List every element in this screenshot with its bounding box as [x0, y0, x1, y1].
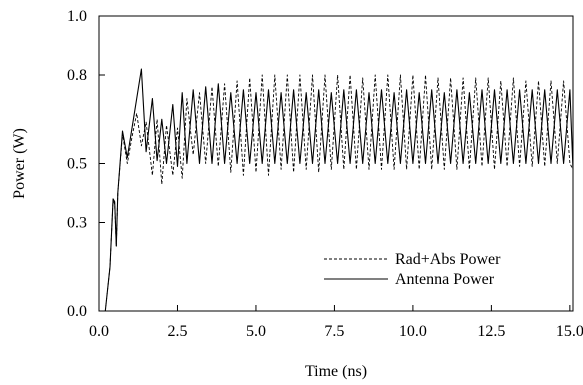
x-tick-label-12-5: 12.5 [477, 323, 505, 340]
plot-frame [98, 15, 574, 312]
y-tick-label-0-5: 0.5 [67, 156, 87, 173]
y-axis-title: Power (W) [11, 128, 28, 199]
x-tick-label-7-5: 7.5 [324, 323, 344, 340]
x-tick-label-15-0: 15.0 [556, 323, 583, 340]
series-line-rad-abs-power [104, 74, 574, 312]
legend-label-antenna-power: Antenna Power [395, 271, 495, 288]
x-tick-label-5-0: 5.0 [246, 323, 266, 340]
y-tick-label-0-8: 0.8 [67, 67, 87, 84]
y-tick-label-1-0: 1.0 [67, 8, 87, 25]
legend-label-rad-abs-power: Rad+Abs Power [395, 251, 501, 268]
series-line-antenna-power [104, 68, 574, 312]
y-tick-label-0-3: 0.3 [67, 215, 87, 232]
y-tick-label-0-0: 0.0 [67, 303, 87, 320]
x-tick-label-2-5: 2.5 [167, 323, 187, 340]
x-axis: 0.0 2.5 5.0 7.5 10.0 12.5 15.0 [89, 305, 583, 340]
y-axis: 0.0 0.3 0.5 0.8 1.0 [67, 8, 105, 320]
series-layer [104, 68, 574, 312]
x-tick-label-10-0: 10.0 [399, 323, 427, 340]
legend: Rad+Abs Power Antenna Power [324, 251, 501, 288]
x-tick-label-0-0: 0.0 [89, 323, 109, 340]
x-axis-title: Time (ns) [305, 363, 367, 380]
plot-area [98, 15, 574, 312]
